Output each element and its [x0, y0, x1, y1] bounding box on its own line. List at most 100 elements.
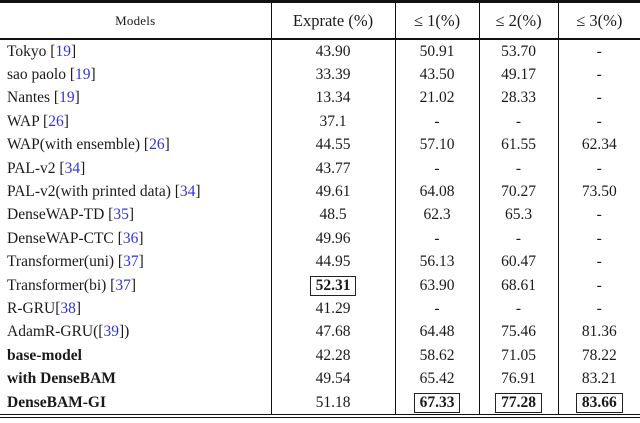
column-header-4: ≤ 3(%): [557, 3, 640, 40]
model-name-label: WAP [: [7, 112, 49, 130]
table-row: WAP [26] 37.1- - -: [0, 110, 640, 134]
value-cell: -: [394, 227, 479, 251]
citation-link[interactable]: 39: [103, 323, 119, 341]
value-cell: 68.61: [478, 273, 558, 298]
table-row: with DenseBAM 49.54 65.42 76.91 83.21: [0, 367, 640, 391]
value-cell: 28.33: [478, 86, 558, 111]
value-cell: 49.61: [270, 180, 395, 204]
table-row: DenseWAP-CTC [36] 49.96- - -: [0, 227, 640, 251]
column-header-2: ≤ 1(%): [394, 3, 479, 40]
value-cell: 51.18: [270, 390, 395, 415]
value-cell: 13.34: [270, 86, 395, 111]
citation-bracket-close: ]: [80, 159, 86, 177]
model-name-cell: Nantes [19]: [0, 87, 271, 110]
citation-link[interactable]: 35: [113, 206, 129, 224]
citation-link[interactable]: 19: [55, 42, 71, 60]
column-header-1: Exprate (%): [270, 3, 395, 40]
model-name-label: PAL-v2(with printed data) [: [7, 183, 180, 201]
citation-link[interactable]: 26: [48, 112, 64, 130]
value-cell: 78.22: [557, 344, 640, 368]
value-cell: 50.91: [394, 39, 479, 64]
model-name-cell: DenseWAP-TD [35]: [0, 204, 271, 227]
model-name-label: R-GRU[: [7, 299, 61, 317]
value-cell: 76.91: [478, 367, 558, 391]
value-cell: -: [394, 156, 479, 181]
value-cell: 42.28: [270, 344, 395, 368]
citation-bracket-close: ]: [63, 112, 69, 130]
value-cell: 33.39: [270, 63, 395, 87]
value-cell: -: [394, 110, 479, 134]
citation-link[interactable]: 37: [115, 276, 131, 294]
value-cell: 65.3: [478, 203, 558, 228]
citation-link[interactable]: 34: [64, 159, 81, 177]
model-name-cell: sao paolo [19]: [0, 63, 271, 86]
model-name-label: Tokyo [: [7, 42, 56, 60]
citation-bracket-close: ]: [138, 253, 144, 271]
value-cell: 63.90: [394, 273, 479, 298]
citation-bracket-close: ]: [70, 42, 77, 60]
citation-link[interactable]: 37: [123, 253, 139, 271]
value-cell: 81.36: [557, 320, 640, 345]
model-name-cell: base-model: [0, 344, 271, 367]
value-cell: -: [557, 110, 640, 134]
model-name-label: WAP(with ensemble) [: [7, 136, 150, 154]
value-cell: 57.10: [394, 133, 479, 157]
value-cell: 62.3: [394, 203, 479, 228]
model-name-cell: DenseBAM-GI: [0, 391, 271, 415]
value-cell: 83.21: [557, 367, 640, 391]
model-name-label: Transformer(bi) [: [7, 276, 116, 294]
value-cell: 47.68: [270, 320, 395, 345]
citation-link[interactable]: 36: [122, 229, 139, 247]
value-cell: -: [557, 86, 640, 111]
value-cell: 43.50: [394, 63, 479, 87]
table-body: Tokyo [19] 43.90 50.91 53.70- sao paolo [19]…: [0, 39, 640, 415]
header-row: Models Exprate (%) ≤ 1(%) ≤ 2(%) ≤ 3(%): [0, 3, 640, 40]
citation-bracket-close: ]: [138, 229, 144, 247]
value-cell: 83.66: [557, 390, 640, 415]
value-cell: -: [478, 110, 558, 134]
model-name-label: AdamR-GRU([: [7, 323, 104, 341]
citation-link[interactable]: 38: [60, 299, 76, 317]
value-cell: 49.96: [270, 227, 395, 251]
citation-bracket-close: ]: [75, 299, 82, 317]
value-cell: 67.33: [394, 390, 479, 415]
model-name-label: DenseBAM-GI: [7, 393, 107, 411]
value-cell: 41.29: [270, 297, 395, 321]
value-cell: 49.54: [270, 367, 395, 391]
value-cell: 58.62: [394, 344, 479, 368]
value-cell: 21.02: [394, 86, 479, 111]
model-name-cell: Transformer(bi) [37]: [0, 274, 271, 297]
value-cell: 60.47: [478, 250, 558, 274]
boxed-best-value: 67.33: [413, 392, 461, 413]
model-name-label: Transformer(uni) [: [7, 253, 124, 271]
model-name-cell: WAP [26]: [0, 110, 271, 133]
citation-link[interactable]: 19: [75, 66, 91, 84]
model-name-label: DenseWAP-TD [: [7, 206, 114, 224]
value-cell: 70.27: [478, 180, 558, 204]
results-table: Models Exprate (%) ≤ 1(%) ≤ 2(%) ≤ 3(%) Toky…: [0, 3, 640, 416]
value-cell: 56.13: [394, 250, 479, 274]
value-cell: 53.70: [478, 39, 558, 64]
table-row: DenseBAM-GI 51.18 67.33 77.28 83.66: [0, 390, 640, 415]
table-row: DenseWAP-TD [35] 48.5 62.3 65.3-: [0, 203, 640, 228]
value-cell: -: [557, 250, 640, 274]
model-name-label: PAL-v2 [: [7, 159, 65, 177]
citation-bracket-close: ]: [90, 66, 96, 84]
citation-bracket-close: ]: [164, 136, 170, 154]
citation-link[interactable]: 26: [149, 136, 165, 154]
table-row: WAP(with ensemble) [26] 44.55 57.10 61.55 62…: [0, 133, 640, 157]
value-cell: -: [557, 156, 640, 181]
model-name-cell: PAL-v2(with printed data) [34]: [0, 180, 271, 203]
value-cell: 37.1: [270, 110, 395, 134]
value-cell: 71.05: [478, 344, 558, 368]
citation-link[interactable]: 19: [59, 89, 75, 107]
value-cell: -: [557, 63, 640, 87]
model-name-cell: Tokyo [19]: [0, 39, 271, 63]
value-cell: 44.55: [270, 133, 395, 157]
model-name-cell: Transformer(uni) [37]: [0, 251, 271, 274]
citation-link[interactable]: 34: [179, 183, 196, 201]
table-row: sao paolo [19] 33.39 43.50 49.17-: [0, 63, 640, 87]
value-cell: -: [557, 297, 640, 321]
model-name-cell: AdamR-GRU([39]): [0, 321, 271, 344]
